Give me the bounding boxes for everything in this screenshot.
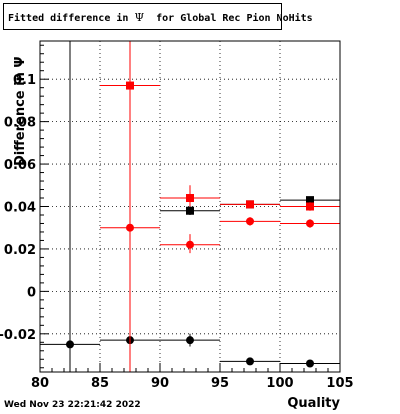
tick-labels: 80 85 90 95 100 105 -0.02 0 0.02 0.04 0.06 0.08 0.1 [0, 73, 354, 391]
data-point-circle [126, 223, 134, 232]
title-box: Fitted difference in Ψ for Global Rec Pi… [3, 3, 313, 30]
data-series [40, 41, 340, 372]
data-point-circle [186, 240, 194, 249]
data-point-square [186, 194, 194, 203]
y-tick-label: 0.08 [4, 116, 36, 131]
data-point-circle [66, 340, 74, 349]
data-point-circle [246, 217, 254, 226]
chart-title: Fitted difference in Ψ for Global Rec Pi… [8, 11, 313, 24]
x-axis-label: Quality [287, 396, 340, 411]
y-tick-label: 0 [27, 285, 36, 300]
data-point-square [246, 200, 254, 209]
data-point-circle [246, 357, 254, 366]
data-point-circle [306, 219, 314, 228]
timestamp: Wed Nov 23 22:21:42 2022 [4, 400, 141, 410]
y-tick-label: 0.04 [4, 201, 36, 216]
data-point-circle [306, 359, 314, 368]
x-tick-label: 80 [31, 376, 49, 391]
data-point-circle [186, 336, 194, 345]
title-suffix: for Global Rec Pion NoHits [144, 13, 313, 24]
data-point-square [186, 206, 194, 215]
data-point-square [306, 202, 314, 211]
data-point-square [306, 196, 314, 205]
y-tick-label: 0.1 [13, 73, 36, 88]
title-main: Fitted difference in [8, 13, 135, 24]
x-tick-label: 100 [266, 376, 293, 391]
y-tick-label: 0.02 [4, 243, 36, 258]
x-tick-label: 105 [326, 376, 353, 391]
x-tick-label: 95 [211, 376, 229, 391]
y-tick-label: -0.02 [0, 328, 36, 343]
title-psi-symbol: Ψ [134, 11, 145, 24]
x-tick-label: 85 [91, 376, 109, 391]
x-tick-label: 90 [151, 376, 169, 391]
series-3 [100, 41, 340, 372]
y-tick-label: 0.06 [4, 158, 36, 173]
axis-ticks [39, 44, 341, 372]
y-axis-label: Difference in Ψ [13, 56, 28, 166]
